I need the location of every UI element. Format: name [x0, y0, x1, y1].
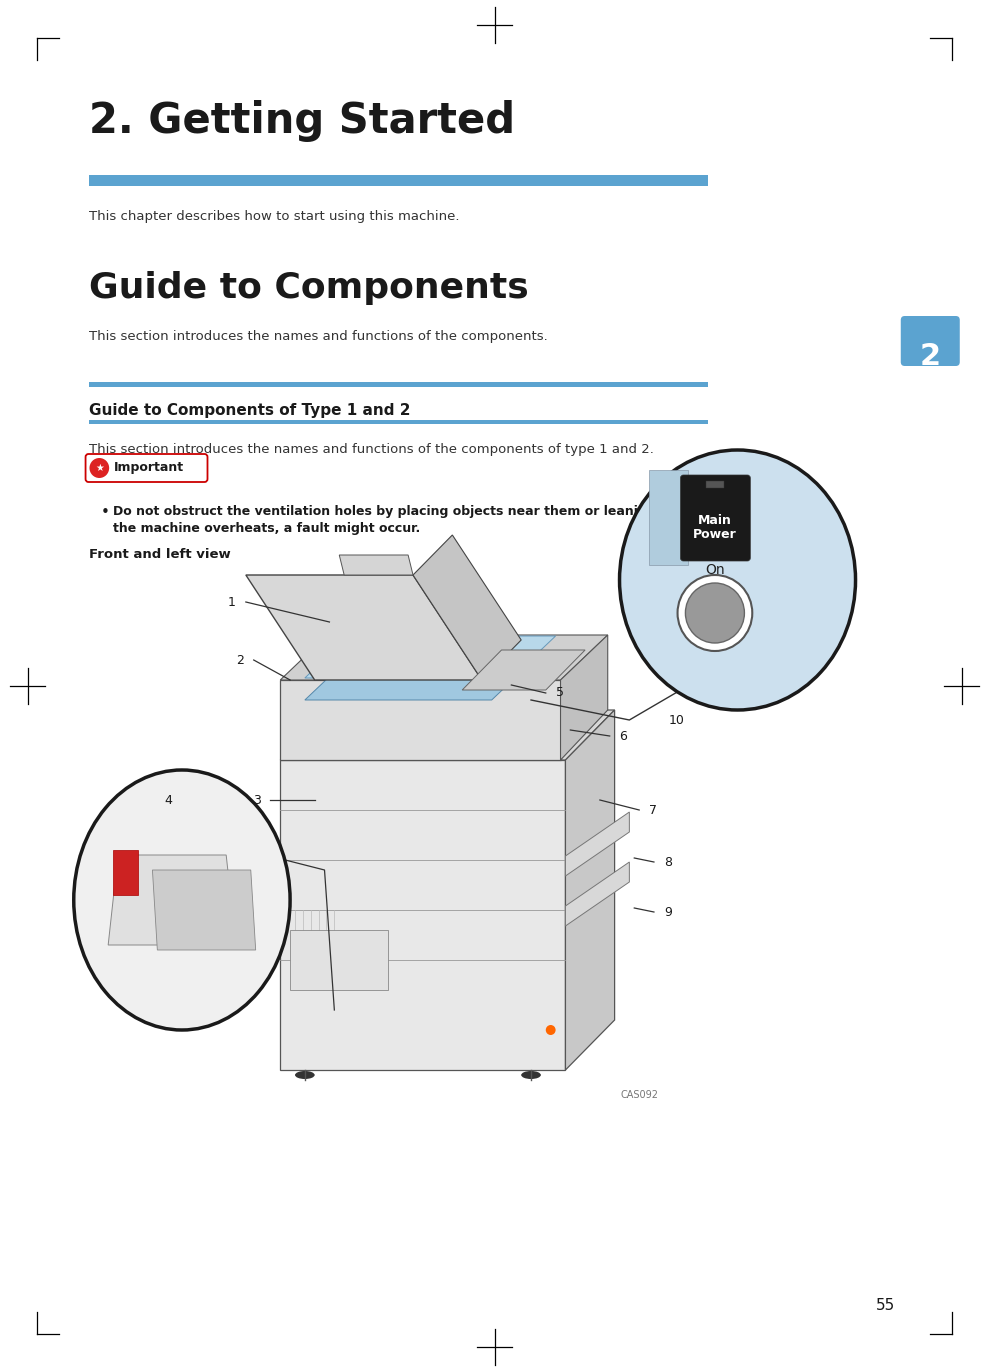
Ellipse shape	[521, 1072, 541, 1078]
Text: Do not obstruct the ventilation holes by placing objects near them or leaning th: Do not obstruct the ventilation holes by…	[113, 505, 820, 519]
Text: Guide to Components: Guide to Components	[89, 272, 528, 305]
Bar	[113, 851, 138, 895]
Ellipse shape	[620, 450, 855, 709]
Circle shape	[678, 575, 752, 650]
Text: ★: ★	[95, 462, 104, 473]
Polygon shape	[305, 659, 536, 700]
Bar	[290, 930, 388, 991]
Text: Front and left view: Front and left view	[89, 547, 230, 561]
Text: This section introduces the names and functions of the components.: This section introduces the names and fu…	[89, 331, 547, 343]
Text: This section introduces the names and functions of the components of type 1 and : This section introduces the names and fu…	[89, 443, 653, 456]
Text: 55: 55	[875, 1298, 894, 1313]
Text: This chapter describes how to start using this machine.: This chapter describes how to start usin…	[89, 210, 459, 224]
Text: On: On	[705, 563, 724, 578]
Text: 1: 1	[228, 595, 236, 609]
Text: Guide to Components of Type 1 and 2: Guide to Components of Type 1 and 2	[89, 403, 410, 418]
Polygon shape	[109, 855, 236, 945]
Text: 5: 5	[555, 686, 563, 700]
Ellipse shape	[73, 770, 290, 1030]
Text: Main: Main	[698, 513, 731, 527]
Ellipse shape	[295, 1072, 315, 1078]
Polygon shape	[462, 650, 585, 690]
Text: 2: 2	[236, 653, 243, 667]
FancyBboxPatch shape	[680, 475, 750, 561]
Polygon shape	[153, 870, 256, 949]
Text: 9: 9	[664, 906, 672, 918]
Circle shape	[90, 458, 110, 477]
Polygon shape	[245, 575, 482, 681]
Text: 3: 3	[253, 793, 261, 807]
Polygon shape	[560, 635, 608, 760]
Polygon shape	[281, 760, 565, 1070]
Text: the machine overheats, a fault might occur.: the machine overheats, a fault might occ…	[113, 521, 421, 535]
Polygon shape	[281, 709, 615, 760]
Polygon shape	[281, 681, 560, 760]
Polygon shape	[305, 637, 555, 678]
FancyBboxPatch shape	[86, 454, 207, 482]
Text: 2: 2	[919, 342, 941, 370]
Polygon shape	[413, 535, 521, 681]
Bar	[89, 176, 708, 187]
Text: 8: 8	[664, 856, 672, 868]
Text: 2. Getting Started: 2. Getting Started	[89, 100, 515, 141]
Text: 6: 6	[620, 730, 628, 742]
Text: 10: 10	[669, 713, 684, 727]
FancyBboxPatch shape	[900, 316, 960, 366]
Polygon shape	[339, 556, 413, 575]
Bar	[89, 381, 708, 387]
Bar	[706, 482, 723, 488]
Bar	[649, 471, 688, 565]
Text: 4: 4	[164, 793, 172, 807]
Text: •: •	[101, 505, 110, 520]
Polygon shape	[565, 709, 615, 1070]
Polygon shape	[565, 862, 630, 926]
Circle shape	[546, 1025, 555, 1034]
Text: CAS092: CAS092	[620, 1089, 658, 1100]
Text: Power: Power	[693, 528, 736, 542]
Circle shape	[685, 583, 744, 643]
Text: Important: Important	[114, 461, 184, 475]
Text: 7: 7	[649, 804, 657, 816]
Bar	[89, 420, 708, 424]
Polygon shape	[565, 812, 630, 875]
Polygon shape	[281, 635, 608, 681]
